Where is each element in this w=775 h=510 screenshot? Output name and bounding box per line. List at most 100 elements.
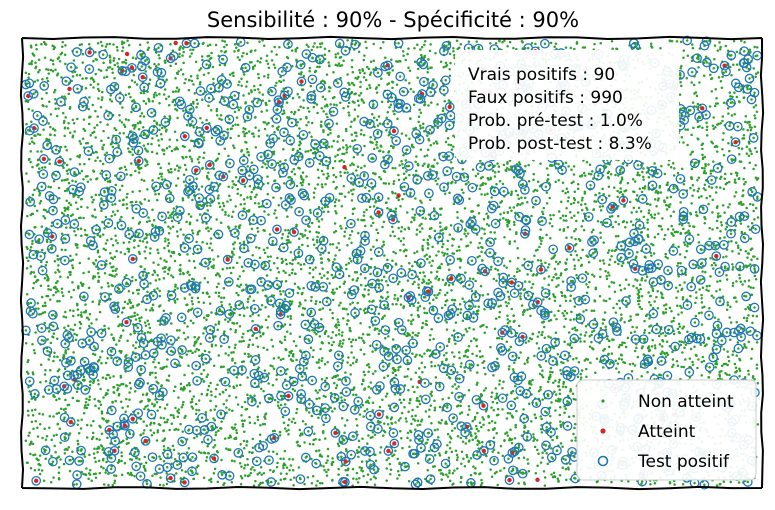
point-non-atteint: [257, 99, 260, 102]
point-non-atteint: [518, 389, 522, 393]
point-non-atteint: [46, 326, 49, 330]
point-non-atteint: [173, 168, 177, 171]
point-non-atteint: [202, 332, 205, 335]
point-non-atteint: [251, 451, 254, 454]
point-non-atteint: [162, 416, 166, 420]
point-non-atteint: [413, 213, 417, 217]
point-non-atteint: [593, 299, 596, 302]
point-non-atteint: [709, 256, 712, 260]
point-non-atteint: [77, 196, 80, 199]
point-non-atteint: [711, 124, 715, 127]
point-non-atteint: [40, 43, 43, 46]
point-non-atteint: [177, 396, 180, 399]
point-non-atteint: [203, 349, 207, 353]
point-non-atteint: [365, 481, 369, 484]
point-non-atteint: [539, 242, 543, 246]
point-non-atteint: [470, 210, 474, 214]
point-non-atteint: [664, 311, 668, 314]
point-non-atteint: [416, 43, 419, 46]
point-non-atteint: [418, 230, 422, 233]
point-non-atteint: [105, 75, 109, 79]
point-non-atteint: [385, 116, 388, 120]
point-non-atteint: [554, 379, 557, 383]
point-non-atteint: [163, 270, 166, 274]
point-non-atteint: [419, 126, 422, 130]
point-non-atteint: [278, 289, 282, 293]
point-non-atteint: [134, 318, 138, 321]
point-non-atteint: [168, 428, 171, 432]
point-non-atteint: [672, 174, 676, 177]
point-non-atteint: [512, 314, 515, 317]
point-non-atteint: [206, 438, 210, 441]
point-non-atteint: [290, 49, 294, 52]
point-non-atteint: [750, 258, 753, 262]
point-non-atteint: [725, 248, 729, 251]
point-non-atteint: [720, 86, 724, 90]
point-non-atteint: [344, 371, 347, 374]
point-non-atteint: [664, 255, 667, 258]
point-non-atteint: [686, 143, 689, 147]
point-non-atteint: [490, 419, 494, 423]
point-non-atteint: [129, 306, 132, 310]
point-non-atteint: [752, 209, 755, 213]
point-non-atteint: [613, 260, 617, 264]
point-non-atteint: [686, 54, 690, 57]
point-non-atteint: [603, 311, 607, 314]
point-non-atteint: [239, 482, 243, 486]
point-non-atteint: [553, 390, 556, 394]
point-non-atteint: [47, 185, 50, 188]
point-non-atteint: [385, 279, 388, 283]
point-non-atteint: [563, 340, 566, 343]
point-non-atteint: [77, 313, 80, 317]
point-non-atteint: [56, 254, 59, 258]
point-non-atteint: [354, 338, 358, 342]
point-non-atteint: [217, 322, 221, 326]
point-non-atteint: [649, 213, 653, 217]
point-non-atteint: [599, 327, 603, 330]
point-non-atteint: [369, 344, 372, 347]
point-non-atteint: [47, 72, 50, 75]
point-non-atteint: [177, 336, 180, 339]
point-non-atteint: [87, 472, 91, 475]
point-non-atteint: [618, 299, 621, 303]
point-non-atteint: [475, 427, 479, 431]
point-non-atteint: [614, 220, 617, 224]
point-non-atteint: [753, 218, 756, 221]
point-non-atteint: [532, 273, 535, 276]
point-non-atteint: [52, 415, 55, 418]
point-non-atteint: [669, 214, 673, 218]
point-non-atteint: [227, 185, 230, 188]
point-non-atteint: [168, 114, 171, 118]
point-non-atteint: [78, 261, 82, 265]
point-non-atteint: [140, 112, 144, 115]
point-non-atteint: [704, 113, 708, 117]
point-non-atteint: [545, 425, 548, 429]
point-non-atteint: [523, 188, 527, 192]
point-non-atteint: [747, 225, 750, 228]
point-non-atteint: [480, 425, 483, 429]
point-non-atteint: [251, 312, 254, 316]
point-non-atteint: [399, 303, 403, 306]
point-non-atteint: [561, 445, 564, 448]
point-non-atteint: [278, 304, 281, 308]
point-non-atteint: [753, 267, 756, 271]
point-non-atteint: [191, 120, 194, 123]
point-non-atteint: [225, 266, 229, 270]
point-non-atteint: [583, 334, 587, 337]
point-non-atteint: [275, 465, 279, 469]
point-non-atteint: [108, 98, 112, 101]
point-non-atteint: [740, 147, 744, 150]
point-non-atteint: [116, 425, 119, 428]
point-non-atteint: [199, 342, 202, 346]
point-non-atteint: [274, 209, 277, 212]
point-non-atteint: [322, 394, 326, 398]
point-non-atteint: [402, 398, 406, 401]
point-non-atteint: [475, 398, 478, 402]
point-non-atteint: [416, 419, 420, 423]
point-non-atteint: [304, 323, 307, 326]
point-non-atteint: [562, 361, 565, 365]
point-non-atteint: [444, 140, 448, 144]
point-non-atteint: [489, 230, 492, 234]
point-non-atteint: [158, 483, 162, 487]
point-non-atteint: [350, 344, 353, 348]
